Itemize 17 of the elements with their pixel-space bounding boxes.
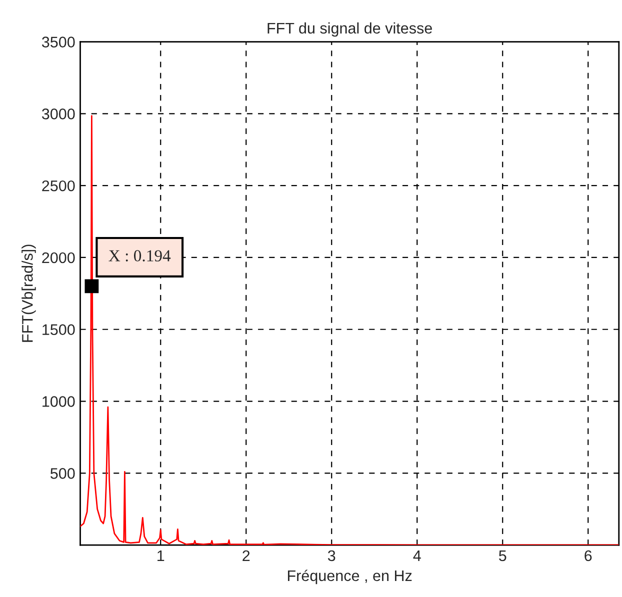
x-tick-label: 4: [413, 550, 421, 561]
chart-title: FFT du signal de vitesse: [268, 22, 432, 37]
x-tick-label: 5: [498, 550, 506, 562]
y-tick-label: 3000: [42, 108, 75, 120]
y-tick-label: 500: [50, 468, 75, 479]
y-tick-label: 1500: [42, 324, 75, 336]
y-tick-label: 2000: [42, 252, 75, 264]
y-tick-label: 2500: [42, 180, 75, 192]
x-tick-label: 1: [158, 550, 164, 561]
x-tick-label: 2: [242, 550, 250, 561]
x-tick-label: 3: [328, 550, 336, 562]
y-axis-title: FFT(Vb[rad/s]): [22, 244, 36, 342]
x-axis-title: Fréquence , en Hz: [288, 570, 412, 584]
x-tick-label: 6: [584, 550, 592, 562]
y-tick-label: 1000: [42, 396, 75, 407]
y-tick-label: 3500: [42, 36, 75, 48]
annotation: X : 0.194: [108, 250, 171, 262]
